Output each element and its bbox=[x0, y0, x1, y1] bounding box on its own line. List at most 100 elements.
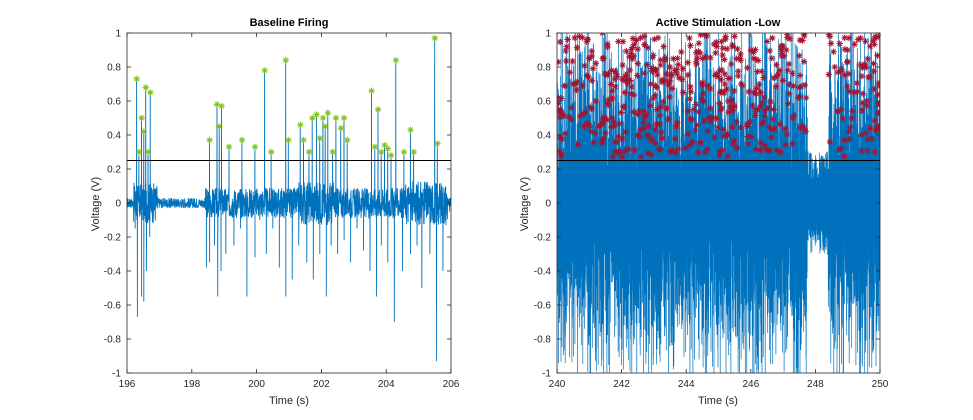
peak-marker bbox=[647, 151, 655, 158]
peak-marker bbox=[557, 108, 565, 115]
peak-marker bbox=[600, 134, 607, 142]
peak-marker bbox=[659, 98, 667, 105]
peak-marker bbox=[758, 68, 766, 75]
peak-marker bbox=[844, 46, 851, 54]
peak-marker bbox=[576, 112, 584, 120]
peak-marker bbox=[871, 41, 878, 48]
peak-marker bbox=[802, 94, 810, 102]
peak-marker bbox=[837, 68, 844, 75]
y-tick-label: 1 bbox=[115, 29, 121, 40]
peak-marker bbox=[592, 97, 599, 105]
peak-marker bbox=[875, 100, 880, 108]
peak-marker bbox=[562, 57, 570, 65]
peak-marker bbox=[651, 92, 659, 99]
peak-marker bbox=[715, 152, 723, 159]
peak-marker bbox=[337, 125, 345, 132]
peak-marker bbox=[790, 112, 798, 119]
peak-marker bbox=[859, 90, 867, 97]
peak-marker bbox=[733, 118, 740, 125]
peak-marker bbox=[706, 105, 714, 112]
peak-marker bbox=[707, 54, 714, 61]
x-tick-label: 202 bbox=[313, 379, 330, 390]
peak-marker bbox=[797, 72, 804, 79]
peak-marker bbox=[712, 49, 719, 57]
peak-marker bbox=[630, 91, 638, 99]
peak-marker bbox=[674, 146, 682, 153]
peak-marker bbox=[624, 75, 631, 83]
x-tick-label: 246 bbox=[742, 379, 759, 390]
peak-marker bbox=[218, 102, 225, 110]
peak-marker bbox=[657, 56, 664, 64]
peak-marker bbox=[569, 57, 576, 65]
peak-marker bbox=[592, 60, 600, 67]
peak-marker bbox=[719, 146, 726, 154]
peak-marker bbox=[697, 139, 704, 146]
peak-marker bbox=[775, 71, 782, 78]
peak-marker bbox=[652, 126, 659, 133]
peak-marker bbox=[682, 144, 689, 152]
y-tick-label: 0.4 bbox=[537, 131, 551, 142]
peak-marker bbox=[713, 43, 720, 50]
peak-marker bbox=[687, 115, 694, 122]
peak-marker bbox=[783, 130, 791, 138]
peak-marker bbox=[796, 52, 803, 59]
peak-marker bbox=[384, 145, 392, 152]
peak-marker bbox=[752, 56, 760, 63]
peak-marker bbox=[690, 106, 697, 113]
peak-marker bbox=[581, 123, 588, 130]
peak-marker bbox=[647, 80, 654, 88]
peak-marker bbox=[645, 122, 652, 130]
y-tick-label: 0.2 bbox=[107, 165, 121, 176]
y-tick-label: 0.2 bbox=[537, 165, 551, 176]
peak-marker bbox=[739, 82, 746, 89]
peak-marker bbox=[663, 105, 670, 112]
y-tick-label: 0.6 bbox=[107, 97, 121, 108]
x-tick-label: 198 bbox=[183, 379, 200, 390]
peak-marker bbox=[297, 121, 304, 128]
peak-marker bbox=[368, 87, 375, 94]
peak-marker bbox=[684, 107, 692, 115]
peak-marker bbox=[847, 124, 854, 131]
peak-marker bbox=[721, 80, 729, 88]
peak-marker bbox=[612, 83, 619, 90]
peak-marker bbox=[718, 88, 725, 95]
peak-markers bbox=[557, 33, 880, 161]
peak-marker bbox=[603, 116, 611, 124]
peak-marker bbox=[707, 85, 714, 93]
peak-marker bbox=[727, 103, 734, 111]
peak-marker bbox=[374, 106, 382, 113]
peak-marker bbox=[781, 52, 788, 60]
peak-marker bbox=[644, 132, 652, 139]
plot-area bbox=[127, 34, 451, 362]
peak-marker bbox=[678, 76, 686, 83]
peak-marker bbox=[798, 83, 805, 90]
peak-marker bbox=[618, 109, 625, 116]
peak-marker bbox=[634, 72, 641, 79]
peak-marker bbox=[684, 130, 692, 138]
peak-marker bbox=[616, 120, 623, 127]
peak-marker bbox=[702, 53, 709, 61]
peak-marker bbox=[673, 66, 681, 73]
peak-marker bbox=[651, 36, 658, 43]
peak-marker bbox=[144, 148, 152, 156]
peak-marker bbox=[605, 101, 612, 109]
peak-marker bbox=[597, 121, 604, 129]
peak-marker bbox=[729, 123, 736, 131]
peak-marker bbox=[697, 49, 704, 57]
peak-marker bbox=[764, 104, 772, 112]
peak-marker bbox=[846, 136, 853, 143]
x-tick-label: 200 bbox=[248, 379, 265, 390]
peak-marker bbox=[768, 55, 775, 62]
peak-marker bbox=[708, 114, 715, 121]
peak-marker bbox=[580, 110, 587, 117]
y-axis-label: Voltage (V) bbox=[90, 177, 102, 231]
peak-marker bbox=[609, 153, 617, 160]
y-tick-label: 1 bbox=[545, 29, 551, 40]
peak-marker bbox=[723, 45, 731, 53]
peak-marker bbox=[721, 70, 729, 78]
peak-marker bbox=[267, 148, 275, 156]
peak-marker bbox=[588, 47, 595, 55]
peak-marker bbox=[854, 36, 862, 43]
peak-marker bbox=[638, 153, 645, 160]
peak-marker bbox=[657, 129, 665, 136]
